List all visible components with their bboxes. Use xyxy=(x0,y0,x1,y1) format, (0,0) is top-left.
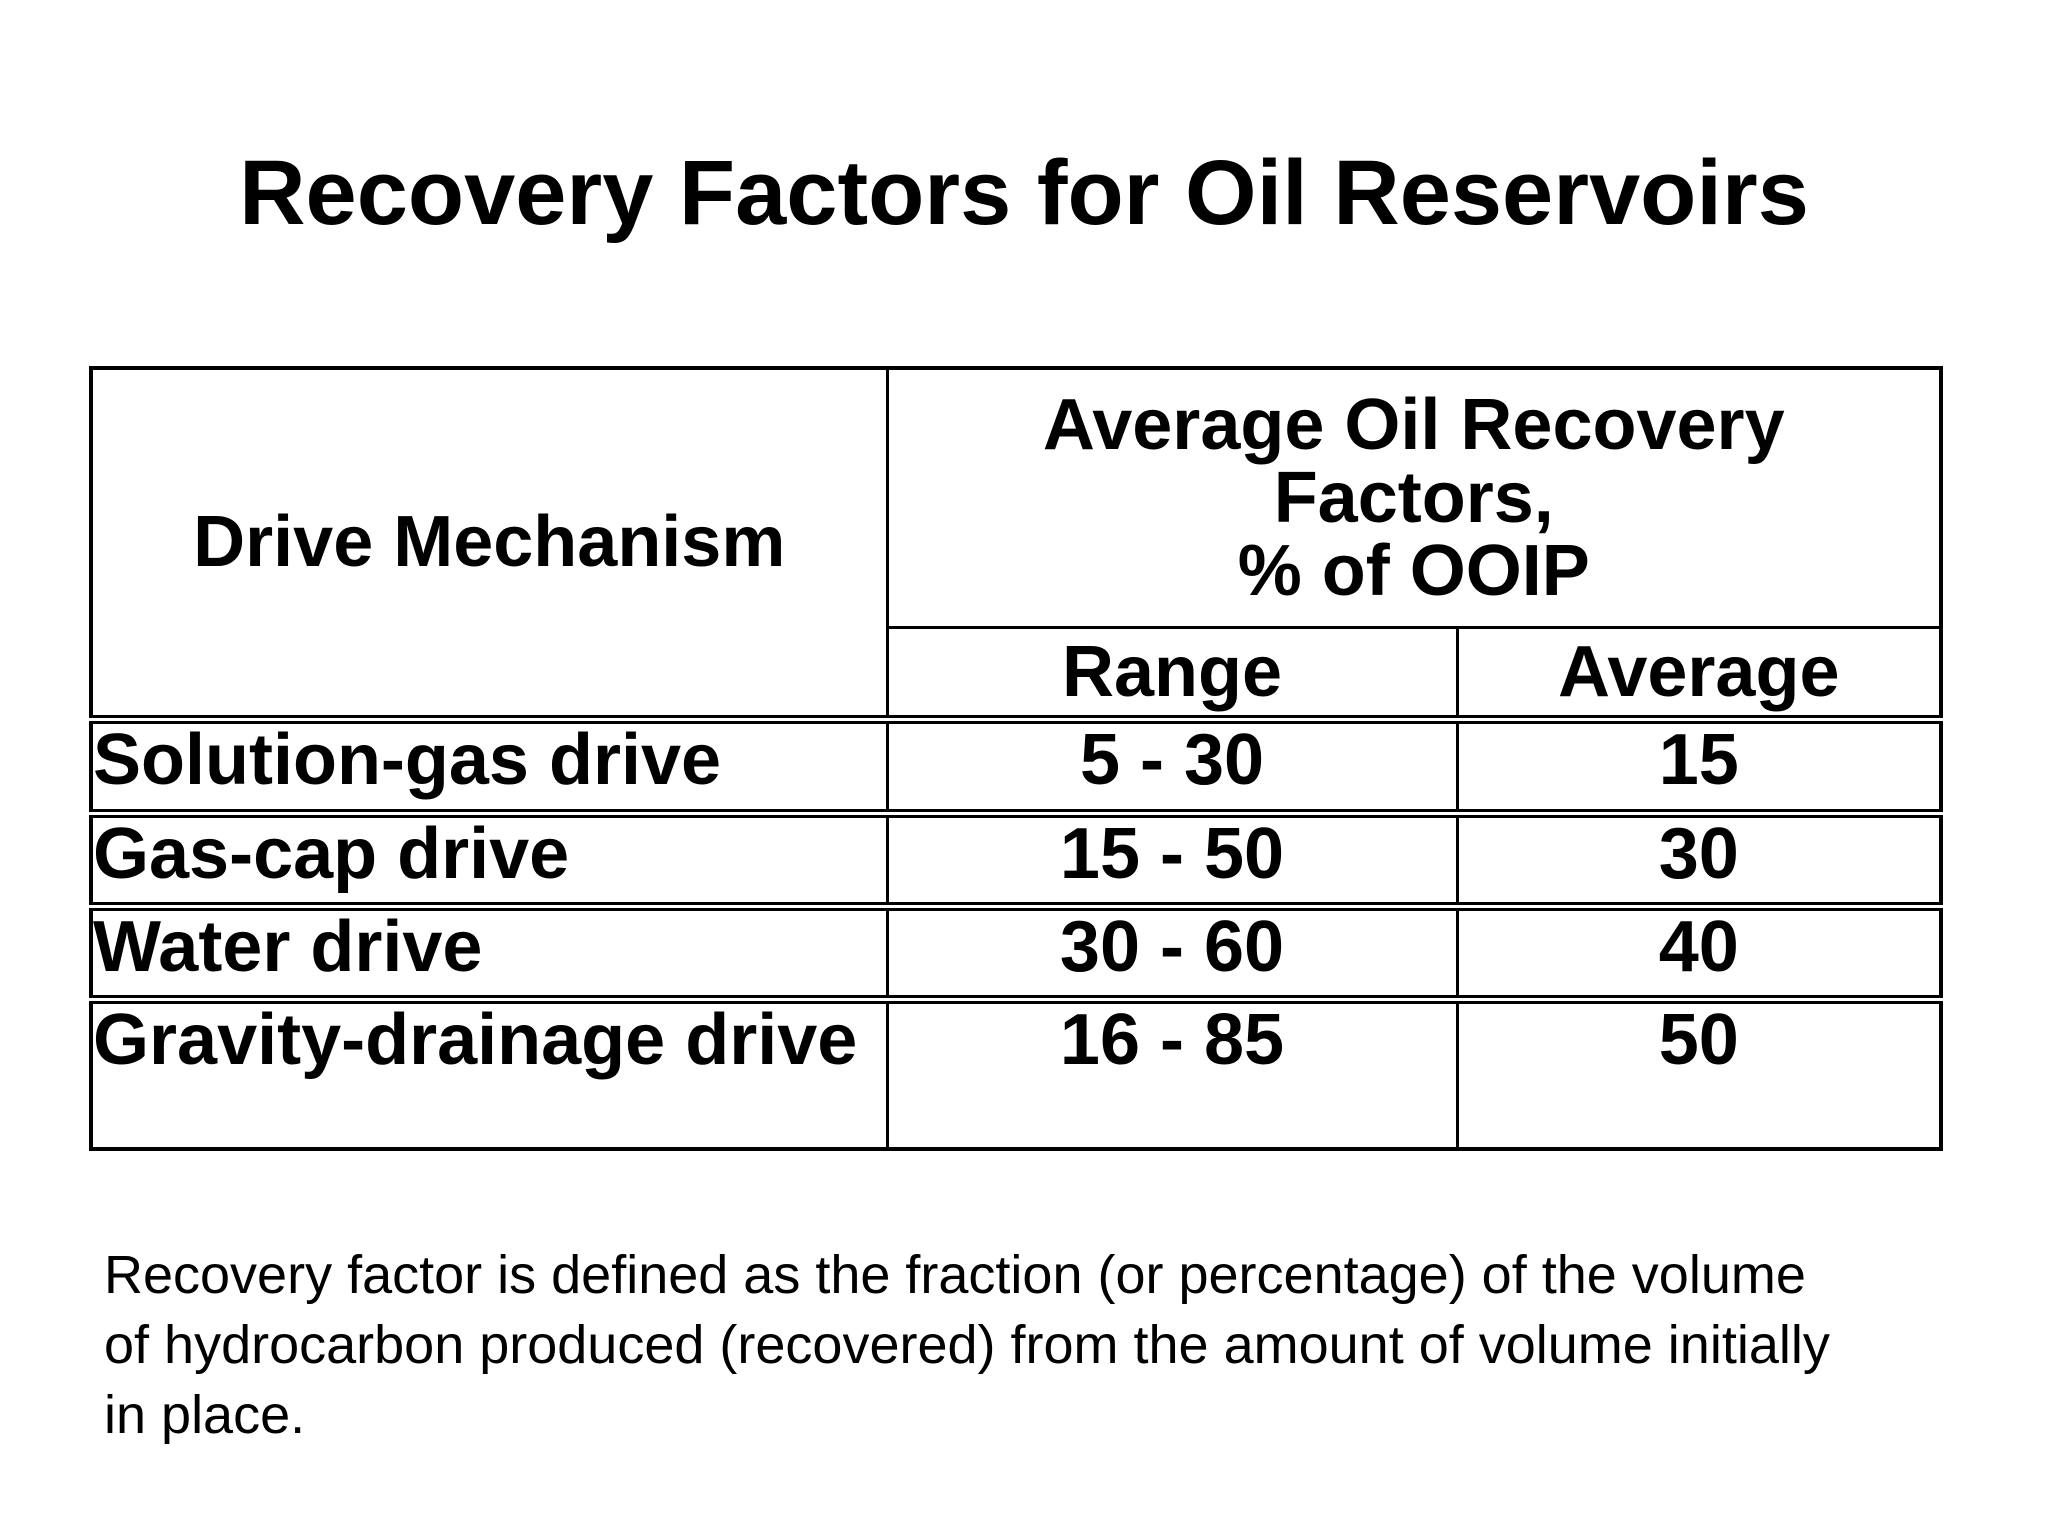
average-subheader: Average xyxy=(1455,626,1943,724)
average-cell: 15 xyxy=(1455,718,1943,818)
mechanism-cell: Gas-cap drive xyxy=(89,812,889,911)
average-cell: 30 xyxy=(1455,812,1943,911)
range-subheader: Range xyxy=(885,626,1459,724)
average-cell: 40 xyxy=(1455,905,1943,1004)
table-row: Water drive 30 - 60 40 xyxy=(89,905,1943,1004)
definition-caption: Recovery factor is defined as the fracti… xyxy=(104,1245,1830,1445)
oil-recovery-factors-header: Average Oil Recovery Factors, % of OOIP xyxy=(885,366,1943,629)
table-row: Gravity-drainage drive 16 - 85 50 xyxy=(89,998,1943,1151)
range-cell: 30 - 60 xyxy=(885,905,1459,1004)
mechanism-cell: Solution-gas drive xyxy=(89,718,889,818)
table-row: Solution-gas drive 5 - 30 15 xyxy=(89,718,1943,818)
range-cell: 5 - 30 xyxy=(885,718,1459,818)
mechanism-cell: Water drive xyxy=(89,905,889,1004)
mechanism-cell: Gravity-drainage drive xyxy=(89,998,889,1151)
range-cell: 16 - 85 xyxy=(885,998,1459,1151)
table-header-row-1: Drive Mechanism Average Oil Recovery Fac… xyxy=(89,366,1943,724)
recovery-factors-table: Drive Mechanism Average Oil Recovery Fac… xyxy=(89,366,1944,1151)
drive-mechanism-header: Drive Mechanism xyxy=(89,366,889,724)
page-title: Recovery Factors for Oil Reservoirs xyxy=(239,142,1809,244)
range-cell: 15 - 50 xyxy=(885,812,1459,911)
table-header-row-2: Range Average xyxy=(91,626,1943,724)
table-row: Gas-cap drive 15 - 50 30 xyxy=(89,812,1943,911)
average-cell: 50 xyxy=(1455,998,1943,1151)
